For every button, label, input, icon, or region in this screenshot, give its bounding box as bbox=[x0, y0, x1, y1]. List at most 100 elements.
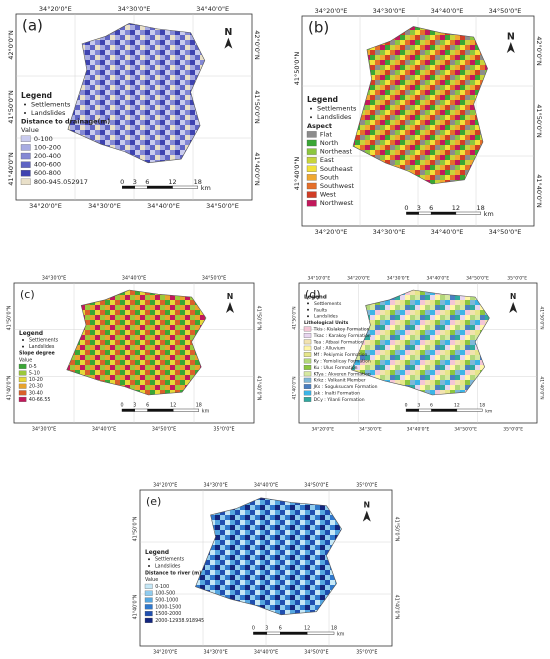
panel-label: (a) bbox=[22, 17, 43, 35]
legend-class: Qal : Alluvium bbox=[314, 346, 346, 352]
legend-class: Northwest bbox=[320, 199, 354, 207]
lon-label: 34°40'0"E bbox=[407, 427, 430, 433]
legend-heading: Aspect bbox=[307, 122, 332, 130]
legend-title: Legend bbox=[145, 550, 169, 556]
lon-label: 34°30'0"E bbox=[387, 276, 410, 282]
legend-class: 40-66.55 bbox=[29, 397, 51, 403]
scale-segment bbox=[121, 408, 136, 412]
legend-swatch bbox=[144, 597, 153, 603]
lon-label: 34°40'0"E bbox=[254, 650, 278, 656]
panel-label: (b) bbox=[308, 19, 329, 37]
study-area bbox=[352, 26, 488, 185]
lat-label: 41°50'0"N bbox=[292, 306, 298, 329]
lon-label: 34°30'0"E bbox=[118, 5, 151, 13]
legend-swatch bbox=[18, 363, 27, 369]
scale-label: 6 bbox=[145, 178, 149, 186]
legend-title: Legend bbox=[19, 331, 43, 337]
legend-symbol bbox=[148, 558, 150, 561]
legend-swatch bbox=[306, 148, 317, 155]
legend-swatch bbox=[18, 377, 27, 383]
lon-label: 34°10'0"E bbox=[307, 276, 330, 282]
scale-segment bbox=[121, 185, 135, 189]
legend-item: Landslides bbox=[314, 314, 338, 320]
legend-class: 2000-12938.918945 bbox=[155, 618, 204, 624]
legend-class: Jak : Inalti Formation bbox=[313, 391, 361, 397]
north-arrow bbox=[226, 302, 234, 313]
scale-segment bbox=[418, 408, 432, 412]
scale-unit: km bbox=[484, 210, 494, 218]
study-area bbox=[66, 289, 207, 396]
legend-swatch bbox=[18, 390, 27, 396]
legend-title: Legend bbox=[307, 95, 338, 104]
legend-swatch bbox=[303, 377, 312, 383]
legend-symbol bbox=[24, 103, 26, 106]
lon-label: 34°40'0"E bbox=[147, 202, 180, 210]
lat-label: 41°50'0"N bbox=[535, 104, 543, 138]
legend-swatch bbox=[144, 590, 153, 596]
lon-label: 34°40'0"E bbox=[431, 7, 464, 15]
legend-swatch bbox=[306, 200, 317, 207]
lon-label: 34°20'0"E bbox=[29, 202, 62, 210]
map-panel: (a) N 34°20'0"E 34°30'0"E 34°40'0"E 34°20'0"E… bbox=[7, 5, 261, 210]
lat-label: 41°50'0"N bbox=[256, 306, 262, 331]
north-arrow bbox=[224, 37, 233, 49]
lat-label: 41°50'0"N bbox=[133, 516, 139, 541]
legend-class: South bbox=[320, 173, 339, 181]
scale-segment bbox=[418, 211, 432, 215]
legend-class: KTya : Akveren Formation bbox=[314, 371, 371, 377]
legend-title: Legend bbox=[304, 295, 327, 301]
legend-class: Tkac : Karakoy Formation bbox=[313, 333, 371, 339]
lon-label: 34°30'0"E bbox=[203, 483, 227, 489]
scale-label: 6 bbox=[279, 626, 282, 632]
lon-label: 34°20'0"E bbox=[315, 7, 348, 15]
scale-segment bbox=[405, 408, 419, 412]
legend-symbol bbox=[307, 308, 309, 311]
north-label: N bbox=[224, 27, 232, 38]
lon-label: 34°30'0"E bbox=[32, 427, 56, 433]
lon-label: 34°50'0"E bbox=[152, 427, 176, 433]
lon-label: 34°40'0"E bbox=[254, 483, 278, 489]
legend-swatch bbox=[20, 152, 31, 160]
lon-label: 34°40'0"E bbox=[431, 228, 464, 236]
scale-label: 12 bbox=[452, 204, 460, 212]
panel-label: (e) bbox=[146, 495, 161, 508]
legend-swatch bbox=[144, 617, 153, 623]
scale-label: 12 bbox=[454, 403, 460, 409]
legend-class: 0-100 bbox=[34, 135, 53, 143]
lon-label: 35°0'0"E bbox=[356, 483, 377, 489]
scale-segment bbox=[147, 408, 174, 412]
lon-label: 34°30'0"E bbox=[42, 276, 66, 282]
scale-label: 0 bbox=[120, 178, 124, 186]
lon-label: 34°30'0"E bbox=[373, 228, 406, 236]
legend-item: Settlements bbox=[314, 301, 342, 307]
lon-label: 34°30'0"E bbox=[359, 427, 382, 433]
lat-label: 41°40'0"N bbox=[394, 595, 400, 620]
scale-segment bbox=[253, 631, 268, 635]
legend-swatch bbox=[144, 583, 153, 589]
north-label: N bbox=[507, 32, 515, 43]
legend-item: Faults bbox=[314, 307, 328, 313]
legend-value: Value bbox=[21, 126, 39, 134]
legend-class: East bbox=[320, 156, 334, 164]
lat-label: 41°50'0"N bbox=[7, 90, 15, 124]
legend-swatch bbox=[18, 396, 27, 402]
legend-item: Settlements bbox=[31, 100, 71, 108]
lon-label: 35°0'0"E bbox=[213, 427, 234, 433]
legend-swatch bbox=[303, 339, 312, 345]
legend-swatch bbox=[306, 165, 317, 172]
scale-label: 3 bbox=[133, 178, 137, 186]
study-area bbox=[67, 22, 206, 164]
scale-segment bbox=[431, 408, 458, 412]
scale-label: 18 bbox=[479, 403, 485, 409]
legend-swatch bbox=[303, 397, 312, 402]
lon-label: 34°30'0"E bbox=[203, 650, 227, 656]
lat-label: 41°40'0"N bbox=[256, 376, 262, 401]
lon-label: 35°0'0"E bbox=[356, 650, 377, 656]
scale-label: 3 bbox=[133, 403, 136, 409]
legend-class: 0-5 bbox=[29, 364, 37, 370]
scale-label: 18 bbox=[476, 204, 484, 212]
legend-item: Settlements bbox=[29, 338, 59, 344]
scale-label: 3 bbox=[265, 626, 268, 632]
legend-symbol bbox=[310, 116, 312, 119]
